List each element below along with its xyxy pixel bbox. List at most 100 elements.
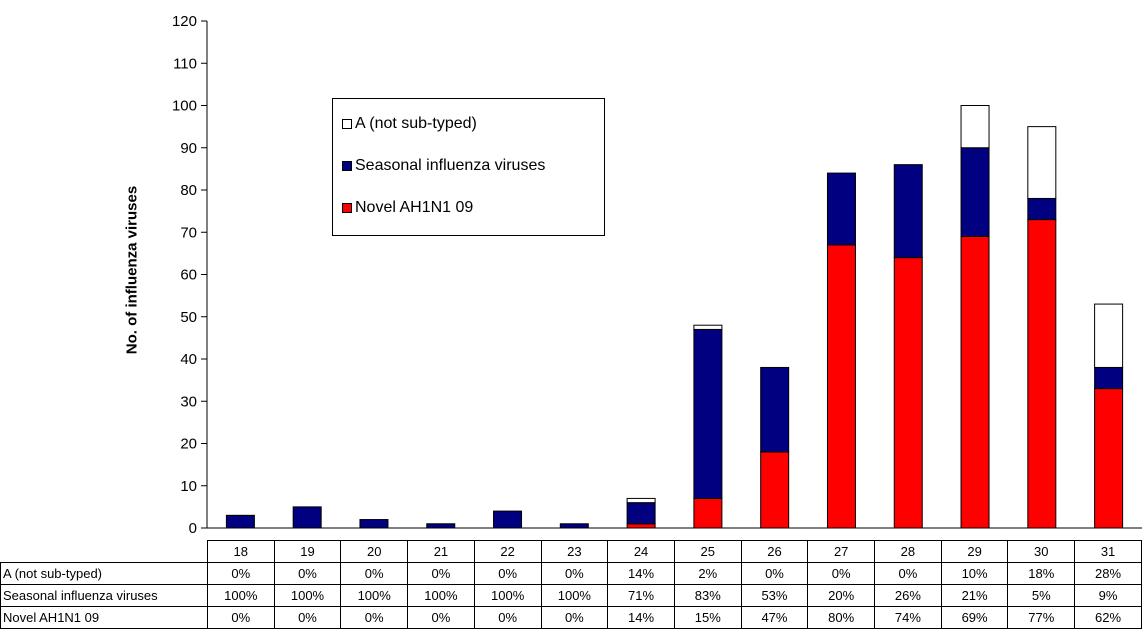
x-category-label: 19 <box>273 540 342 563</box>
table-cell-percent: 71% <box>607 584 675 607</box>
table-cell-percent: 0% <box>874 562 942 585</box>
legend-item: Novel AH1N1 09 <box>342 198 473 218</box>
table-cell-percent: 9% <box>1074 584 1142 607</box>
table-cell-percent: 28% <box>1074 562 1142 585</box>
table-header-row: 18 19 20 21 22 23 24 25 26 27 28 29 30 31 <box>1 540 1142 563</box>
table-cell-percent: 18% <box>1007 562 1076 585</box>
table-row-label: A (not sub-typed) <box>0 562 208 585</box>
table-cell-percent: 0% <box>540 562 609 585</box>
x-category-label: 18 <box>206 540 275 563</box>
bar-segment <box>1094 366 1124 390</box>
y-tick-label: 120 <box>172 13 197 30</box>
legend-item: A (not sub-typed) <box>342 114 477 134</box>
bar-segment <box>292 506 322 529</box>
table-cell-percent: 0% <box>273 606 342 629</box>
table-cell-percent: 5% <box>1007 584 1076 607</box>
table-row: Seasonal influenza viruses 100% 100% 100% 10… <box>0 584 1142 607</box>
table-row-label: Seasonal influenza viruses <box>0 584 208 607</box>
x-category-label: 26 <box>740 540 809 563</box>
bar-segment <box>1094 388 1124 529</box>
y-tick-label: 30 <box>180 393 197 410</box>
table-cell-percent: 100% <box>340 584 409 607</box>
bar-segment <box>1094 303 1124 368</box>
table-cell-percent: 0% <box>407 606 475 629</box>
bar-segment <box>960 147 990 237</box>
table-cell-percent: 100% <box>473 584 542 607</box>
bar-segment <box>1027 197 1057 221</box>
x-category-label: 21 <box>407 540 475 563</box>
table-cell-percent: 0% <box>206 562 275 585</box>
y-tick-label: 10 <box>180 478 197 495</box>
table-cell-percent: 0% <box>473 562 542 585</box>
bar-segment <box>693 328 723 499</box>
table-cell-percent: 80% <box>807 606 876 629</box>
x-category-label: 23 <box>540 540 609 563</box>
bar-segment <box>493 510 523 529</box>
bar-segment <box>693 324 723 330</box>
x-category-label: 24 <box>607 540 675 563</box>
bar-segment <box>626 523 656 529</box>
table-cell-percent: 74% <box>874 606 942 629</box>
table-cell-percent: 77% <box>1007 606 1076 629</box>
table-row: A (not sub-typed) 0% 0% 0% 0% 0% 0% 14% 2% 0% 0% 0%… <box>0 562 1142 585</box>
table-cell-percent: 100% <box>540 584 609 607</box>
y-tick-label: 50 <box>180 309 197 326</box>
bar-segment <box>960 235 990 529</box>
y-tick-label: 70 <box>180 224 197 241</box>
x-category-label: 28 <box>874 540 942 563</box>
legend: A (not sub-typed) Seasonal influenza viru… <box>332 98 605 236</box>
legend-swatch <box>342 161 352 171</box>
legend-swatch <box>342 119 352 129</box>
table-cell-percent: 0% <box>807 562 876 585</box>
y-tick-label: 100 <box>172 98 197 115</box>
bar-segment <box>693 497 723 529</box>
y-tick-label: 90 <box>180 140 197 157</box>
bar-segment <box>826 172 856 246</box>
table-cell-percent: 0% <box>340 606 409 629</box>
table-cell-percent: 0% <box>340 562 409 585</box>
bar-segment <box>559 523 589 529</box>
bar-segment <box>225 514 255 529</box>
table-cell-percent: 26% <box>874 584 942 607</box>
y-tick-label: 0 <box>189 520 197 537</box>
table-cell-percent: 100% <box>407 584 475 607</box>
table-cell-percent: 14% <box>607 562 675 585</box>
bar-segment <box>893 164 923 259</box>
x-category-label: 29 <box>940 540 1009 563</box>
legend-label: Novel AH1N1 09 <box>355 199 474 216</box>
y-tick-label: 80 <box>180 182 197 199</box>
bar-segment <box>893 257 923 529</box>
table-cell-percent: 0% <box>206 606 275 629</box>
bar-segment <box>760 366 790 453</box>
table-cell-percent: 62% <box>1074 606 1142 629</box>
table-cell-percent: 21% <box>940 584 1009 607</box>
table-cell-percent: 83% <box>673 584 742 607</box>
x-category-label: 30 <box>1007 540 1076 563</box>
table-cell-percent: 2% <box>673 562 742 585</box>
bar-segment <box>826 244 856 529</box>
table-cell-percent: 0% <box>740 562 809 585</box>
table-cell-percent: 47% <box>740 606 809 629</box>
bar-segment <box>1027 126 1057 199</box>
legend-label: A (not sub-typed) <box>355 115 477 132</box>
y-tick-label: 110 <box>173 55 197 72</box>
table-cell-percent: 20% <box>807 584 876 607</box>
table-cell-percent: 0% <box>540 606 609 629</box>
bar-segment <box>960 105 990 149</box>
table-corner-blank <box>1 541 208 563</box>
table-cell-percent: 15% <box>673 606 742 629</box>
bar-segment <box>626 502 656 525</box>
x-category-label: 31 <box>1074 540 1142 563</box>
table-cell-percent: 0% <box>273 562 342 585</box>
legend-swatch <box>342 203 352 213</box>
y-axis-title: No. of influenza viruses <box>123 185 141 355</box>
table-cell-percent: 100% <box>273 584 342 607</box>
y-tick-label: 20 <box>180 436 197 453</box>
x-category-label: 27 <box>807 540 876 563</box>
table-cell-percent: 69% <box>940 606 1009 629</box>
stacked-bar-chart: 0 10 20 30 40 50 60 70 80 90 100 110 120 <box>172 13 1142 537</box>
data-table: 18 19 20 21 22 23 24 25 26 27 28 29 30 31 A (not sub-t… <box>0 540 1142 629</box>
x-category-label: 25 <box>673 540 742 563</box>
table-cell-percent: 10% <box>940 562 1009 585</box>
bar-segment <box>760 451 790 529</box>
